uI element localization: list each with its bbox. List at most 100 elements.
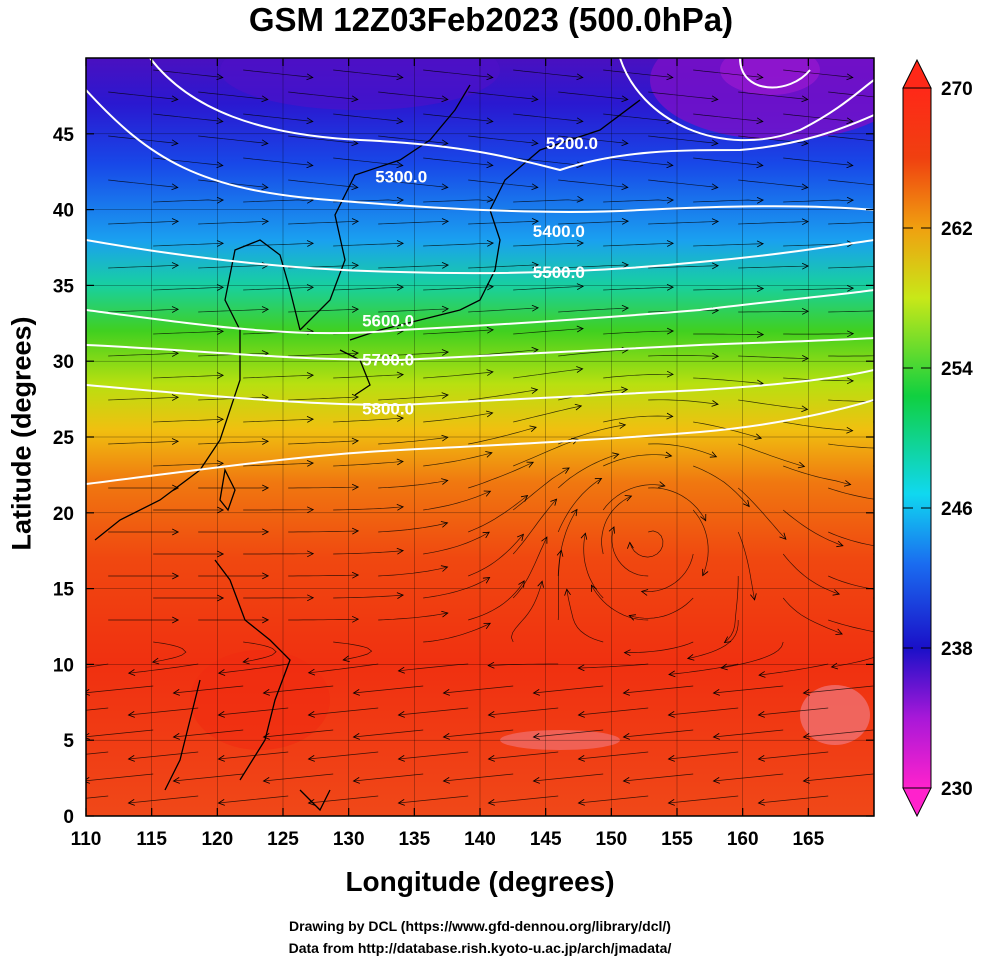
streamline — [488, 795, 559, 804]
streamline — [108, 179, 178, 188]
streamline — [513, 438, 579, 467]
streamline-arrowhead — [532, 689, 540, 696]
streamline — [648, 443, 717, 458]
streamline-arrowhead — [700, 513, 707, 522]
streamline — [86, 663, 109, 668]
x-tick-label: 125 — [267, 829, 299, 850]
streamline-arrowhead — [937, 285, 943, 291]
streamline-arrowhead — [532, 777, 540, 784]
streamline — [782, 509, 844, 547]
streamline-arrowhead — [621, 304, 629, 312]
streamline-arrowhead — [577, 755, 585, 762]
streamline-arrowhead — [711, 262, 719, 270]
streamline — [738, 443, 805, 467]
streamline — [782, 597, 843, 635]
streamline — [378, 308, 449, 313]
streamline — [468, 495, 528, 533]
streamline — [333, 286, 404, 291]
streamline — [693, 69, 763, 78]
streamline-arrowhead — [262, 777, 270, 784]
streamline-arrowhead — [171, 438, 179, 445]
streamline-arrowhead — [667, 755, 675, 762]
streamline-arrowhead — [711, 400, 719, 407]
streamline — [353, 729, 424, 738]
streamline — [468, 389, 538, 401]
streamline — [378, 480, 448, 489]
streamline — [510, 581, 543, 643]
streamline — [828, 310, 874, 313]
streamline-arrowhead — [668, 670, 676, 678]
streamline-arrowhead — [216, 284, 224, 291]
colorbar-tick-label: 254 — [941, 359, 973, 380]
streamline-arrowhead — [441, 262, 449, 269]
streamline-arrowhead — [262, 689, 270, 696]
streamline — [423, 622, 491, 643]
streamline-arrowhead — [216, 372, 224, 379]
streamline-arrowhead — [531, 218, 539, 225]
streamline-arrowhead — [846, 285, 855, 292]
streamline — [153, 157, 223, 166]
streamline-arrowhead — [171, 394, 179, 401]
streamline-arrowhead — [307, 755, 315, 762]
streamline — [759, 663, 829, 676]
streamline-arrowhead — [801, 308, 810, 315]
streamline — [398, 663, 469, 672]
streamline-arrowhead — [892, 96, 898, 102]
streamline — [153, 286, 224, 291]
streamline — [737, 531, 755, 600]
streamline — [783, 287, 854, 291]
streamline — [623, 729, 694, 738]
streamline — [288, 179, 358, 188]
streamline-arrowhead — [262, 484, 270, 492]
streamline-arrowhead — [242, 657, 250, 665]
streamline — [153, 330, 224, 335]
streamline — [578, 751, 649, 760]
streamline — [153, 462, 224, 467]
streamline-arrowhead — [306, 73, 314, 81]
streamline-arrowhead — [843, 480, 852, 487]
streamline — [333, 113, 403, 122]
streamline-arrowhead — [541, 536, 548, 544]
streamline-arrowhead — [486, 283, 494, 291]
streamline — [758, 707, 829, 716]
streamline — [488, 663, 559, 666]
streamline-arrowhead — [622, 689, 630, 696]
streamline — [86, 751, 109, 755]
height-contours — [86, 58, 874, 485]
streamline — [468, 461, 534, 489]
contour-5300 — [86, 89, 874, 213]
streamline — [558, 135, 628, 144]
x-tick-label: 130 — [333, 829, 365, 850]
contour-label: 5600.0 — [362, 311, 414, 330]
streamline — [198, 264, 269, 269]
streamline — [513, 199, 584, 203]
streamline — [611, 526, 649, 577]
streamline — [353, 685, 424, 694]
contour-5200-upper — [619, 58, 874, 142]
streamline-arrowhead — [351, 571, 360, 579]
streamline-arrowhead — [486, 117, 494, 125]
streamline-arrowhead — [711, 95, 719, 103]
streamline-arrowhead — [396, 592, 404, 599]
streamline-arrowhead — [664, 451, 673, 459]
streamline-arrowhead — [802, 777, 810, 784]
streamline-arrowhead — [217, 755, 225, 762]
streamline — [468, 91, 538, 100]
streamline — [443, 773, 514, 782]
x-tick-label: 160 — [727, 829, 759, 850]
streamline-arrowhead — [397, 799, 405, 806]
credit-dcl: Drawing by DCL (https://www.gfd-dennou.o… — [289, 918, 671, 934]
streamline-arrowhead — [801, 218, 809, 226]
streamline-arrowhead — [618, 422, 627, 429]
streamline — [758, 751, 829, 760]
streamline-arrowhead — [835, 628, 843, 635]
x-tick-label: 135 — [398, 829, 430, 850]
streamline — [738, 399, 808, 410]
streamline — [693, 113, 763, 122]
streamline — [558, 307, 629, 313]
streamline-arrowhead — [396, 504, 405, 511]
streamline — [513, 405, 582, 423]
streamline-arrowhead — [756, 161, 764, 169]
streamline-arrowhead — [351, 218, 359, 225]
streamline — [603, 373, 673, 379]
